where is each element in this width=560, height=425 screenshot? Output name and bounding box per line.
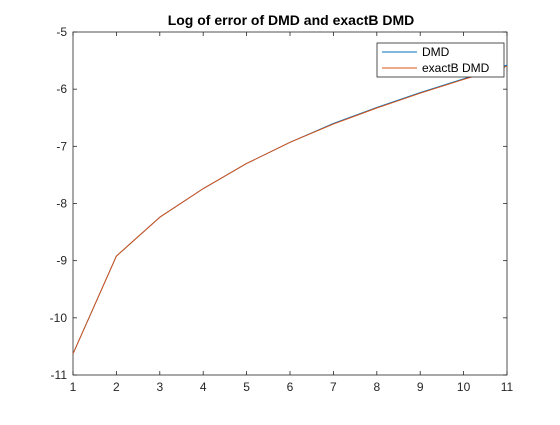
y-tick-label: -10 <box>50 311 68 325</box>
x-tick-label: 1 <box>70 380 77 394</box>
series-layer <box>72 64 508 355</box>
y-tick-label: -9 <box>56 254 67 268</box>
x-tick-label: 4 <box>200 380 207 394</box>
x-tick-label: 11 <box>501 380 514 394</box>
axes: 1 2 3 4 5 6 7 8 9 10 11 -11 -10 -9 -8 -7 -6 -5 <box>50 25 514 394</box>
chart-title: Log of error of DMD and exactB DMD <box>168 12 415 28</box>
legend-box <box>376 42 505 78</box>
legend-label-0: DMD <box>422 45 450 59</box>
legend-label-1: exactB DMD <box>422 61 490 75</box>
y-tick-label: -5 <box>56 25 67 39</box>
y-tick-label: -11 <box>51 368 68 382</box>
y-tick-label: -6 <box>56 82 67 96</box>
y-tick-label: -7 <box>56 139 67 153</box>
x-tick-label: 9 <box>417 380 424 394</box>
x-tick-label: 6 <box>287 380 294 394</box>
x-tick-label: 5 <box>243 380 250 394</box>
x-tick-label: 7 <box>330 380 337 394</box>
x-tick-label: 8 <box>373 380 380 394</box>
x-tick-label: 10 <box>457 380 471 394</box>
legend: DMD exactB DMD <box>376 42 505 78</box>
x-tick-label: 3 <box>156 380 163 394</box>
series-line-1 <box>72 65 508 355</box>
plot-area <box>72 31 508 376</box>
y-tick-label: -8 <box>56 197 67 211</box>
x-tick-label: 2 <box>113 380 120 394</box>
